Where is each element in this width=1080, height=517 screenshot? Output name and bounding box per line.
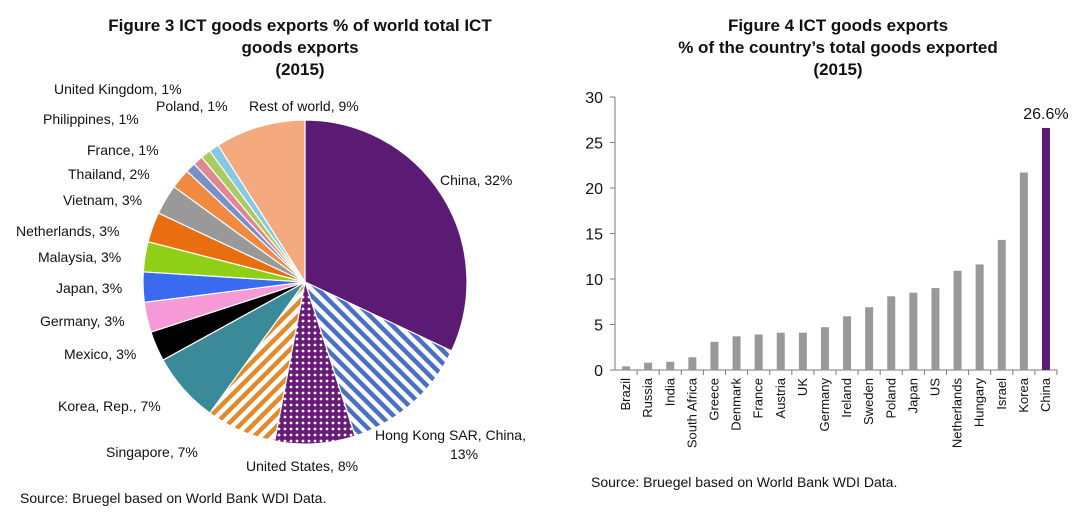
bar-sweden [865, 307, 874, 370]
pie-title-line-1: Figure 3 ICT goods exports % of world to… [108, 16, 492, 35]
bar-bars: 26.6% [622, 106, 1069, 370]
x-tick-label-austria: Austria [773, 377, 788, 418]
bar-title-line-2: % of the country’s total goods exported [678, 38, 998, 57]
y-tick-label: 15 [585, 227, 603, 244]
pie-label-singapore: Singapore, 7% [106, 444, 198, 460]
bar-axis: 0 5 10 15 20 25 30 [585, 90, 1058, 380]
pie-slice-hong-kong-sar-china [304, 280, 453, 437]
x-tick-label-china: China [1038, 377, 1053, 412]
x-tick-label-us: US [927, 378, 942, 396]
pie-slice-china [304, 119, 468, 352]
pie-label-united-kingdom: United Kingdom, 1% [54, 81, 182, 97]
x-tick-label-hungary: Hungary [972, 378, 987, 428]
bar-source: Source: Bruegel based on World Bank WDI … [591, 474, 897, 490]
pie-label-malaysia: Malaysia, 3% [38, 249, 121, 265]
x-tick-label-germany: Germany [817, 378, 832, 432]
x-tick-label-uk: UK [795, 378, 810, 396]
bar-uk [798, 332, 807, 370]
bar-israel [997, 239, 1006, 370]
pie-title-line-2: goods exports [241, 38, 358, 57]
bar-netherlands [953, 270, 962, 370]
bar-hungary [975, 264, 984, 370]
pie-title-line-3: (2015) [275, 60, 324, 79]
pie-label-hong-kong-line-1: Hong Kong SAR, China, [375, 427, 526, 443]
x-tick-label-sweden: Sweden [861, 378, 876, 425]
pie-label-china: China, 32% [440, 172, 512, 188]
y-tick-label: 25 [585, 136, 603, 153]
pie-label-germany: Germany, 3% [40, 313, 125, 329]
pie-label-united-states: United States, 8% [246, 458, 358, 474]
bar-title-line-1: Figure 4 ICT goods exports [728, 16, 948, 35]
x-tick-label-denmark: Denmark [729, 378, 744, 431]
bar-data-label-china: 26.6% [1023, 106, 1068, 123]
bar-japan [909, 292, 918, 370]
y-tick-label: 0 [594, 363, 603, 380]
x-tick-label-brazil: Brazil [618, 378, 633, 411]
pie-labels: China, 32% Hong Kong SAR, China, 13% Uni… [16, 81, 526, 474]
bar-south-africa [688, 357, 697, 370]
y-tick-label: 10 [585, 272, 603, 289]
bar-poland [887, 296, 896, 370]
x-tick-label-south-africa: South Africa [684, 377, 699, 448]
pie-label-vietnam: Vietnam, 3% [63, 192, 142, 208]
bar-korea [1019, 172, 1028, 370]
pie-slice-rest-of-world [217, 119, 306, 285]
pie-source: Source: Bruegel based on World Bank WDI … [20, 490, 326, 506]
bar-austria [776, 332, 785, 370]
x-tick-label-japan: Japan [905, 378, 920, 413]
x-tick-label-russia: Russia [640, 377, 655, 418]
x-tick-label-ireland: Ireland [839, 378, 854, 418]
bar-france [754, 334, 763, 370]
pie-label-mexico: Mexico, 3% [64, 346, 136, 362]
x-tick-label-israel: Israel [994, 378, 1009, 410]
bar-ireland [843, 316, 852, 370]
y-tick-label: 5 [594, 318, 603, 335]
y-tick-label: 30 [585, 90, 603, 107]
bar-brazil [622, 366, 631, 370]
x-tick-label-france: France [751, 378, 766, 418]
bar-category-labels: Brazil Russia India South Africa Greece Denma… [618, 377, 1053, 448]
y-tick-label: 20 [585, 181, 603, 198]
pie-label-hong-kong-line-2: 13% [450, 446, 478, 462]
pie-label-korea: Korea, Rep., 7% [58, 398, 161, 414]
bar-russia [644, 362, 653, 370]
bar-us [931, 288, 940, 370]
x-tick-label-india: India [662, 377, 677, 406]
x-tick-label-korea: Korea [1016, 377, 1031, 412]
bar-germany [820, 327, 829, 370]
pie-label-philippines: Philippines, 1% [43, 111, 139, 127]
x-tick-label-netherlands: Netherlands [950, 378, 965, 449]
pie-label-france: France, 1% [87, 142, 159, 158]
pie-label-poland: Poland, 1% [156, 98, 228, 114]
pie-label-netherlands: Netherlands, 3% [16, 223, 120, 239]
x-tick-label-greece: Greece [706, 378, 721, 421]
pie-label-rest-of-world: Rest of world, 9% [249, 98, 359, 114]
bar-greece [710, 341, 719, 370]
pie-label-japan: Japan, 3% [56, 280, 122, 296]
bar-china [1041, 127, 1050, 370]
x-tick-label-poland: Poland [883, 378, 898, 418]
bar-title-line-3: (2015) [813, 60, 862, 79]
bar-denmark [732, 336, 741, 370]
pie-label-thailand: Thailand, 2% [68, 166, 150, 182]
bar-india [666, 361, 675, 370]
pie-slices [142, 119, 468, 445]
